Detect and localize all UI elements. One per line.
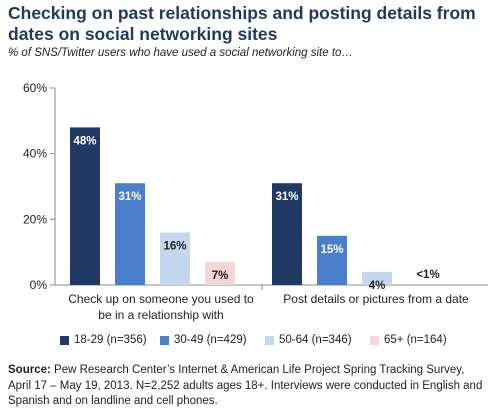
chart-subtitle: % of SNS/Twitter users who have used a s… bbox=[8, 47, 353, 59]
bar-value-label: 31% bbox=[275, 191, 298, 203]
y-tick-label: 0% bbox=[30, 278, 48, 292]
bar-value-label: 7% bbox=[212, 270, 229, 282]
legend-label: 65+ (n=164) bbox=[384, 334, 447, 346]
source-text: Pew Research Center’s Internet & America… bbox=[8, 364, 483, 407]
bar bbox=[272, 183, 302, 285]
x-category-label: be in a relationship with bbox=[98, 308, 223, 322]
bar bbox=[160, 232, 190, 285]
bar-value-label: 31% bbox=[118, 191, 141, 203]
bar bbox=[115, 183, 145, 285]
legend-item: 50-64 (n=346) bbox=[265, 334, 352, 346]
y-tick-label: 40% bbox=[23, 147, 47, 161]
chart-title: Checking on past relationships and posti… bbox=[8, 3, 476, 44]
x-category-label: Check up on someone you used to bbox=[68, 292, 254, 306]
legend-swatch bbox=[60, 335, 69, 345]
bar bbox=[205, 262, 235, 285]
legend: 18-29 (n=356) 30-49 (n=429) 50-64 (n=346) 6… bbox=[60, 334, 490, 350]
x-axis-labels: Check up on someone you used to be in a r… bbox=[68, 292, 469, 322]
bar-value-label: 48% bbox=[73, 135, 96, 147]
source-note: Source: Pew Research Center’s Internet &… bbox=[8, 363, 488, 410]
bar-value-label: 15% bbox=[320, 244, 343, 256]
legend-swatch bbox=[160, 335, 169, 345]
legend-label: 30-49 (n=429) bbox=[174, 334, 247, 346]
legend-label: 50-64 (n=346) bbox=[279, 334, 352, 346]
bar-value-label: 4% bbox=[369, 280, 386, 292]
y-tick-label: 60% bbox=[23, 81, 47, 95]
legend-label: 18-29 (n=356) bbox=[74, 334, 147, 346]
legend-item: 18-29 (n=356) bbox=[60, 334, 147, 346]
bar bbox=[70, 127, 100, 286]
y-axis: 0% 20% 40% 60% bbox=[23, 81, 488, 292]
bar bbox=[317, 235, 347, 285]
legend-item: 65+ (n=164) bbox=[370, 334, 447, 346]
y-tick-label: 20% bbox=[23, 212, 47, 226]
bar-chart: 0% 20% 40% 60% 48% 31% 16% 7% 31% 15% 4% <1% Check… bbox=[23, 81, 488, 322]
source-label: Source: bbox=[8, 364, 51, 376]
bars: 48% 31% 16% 7% 31% 15% 4% <1% bbox=[70, 127, 440, 292]
bar bbox=[362, 271, 392, 285]
x-category-label: Post details or pictures from a date bbox=[283, 292, 469, 306]
bar-value-label: 16% bbox=[163, 240, 186, 252]
legend-swatch bbox=[370, 335, 379, 345]
legend-item: 30-49 (n=429) bbox=[160, 334, 247, 346]
legend-swatch bbox=[265, 335, 274, 345]
bar-value-label: <1% bbox=[416, 269, 439, 281]
